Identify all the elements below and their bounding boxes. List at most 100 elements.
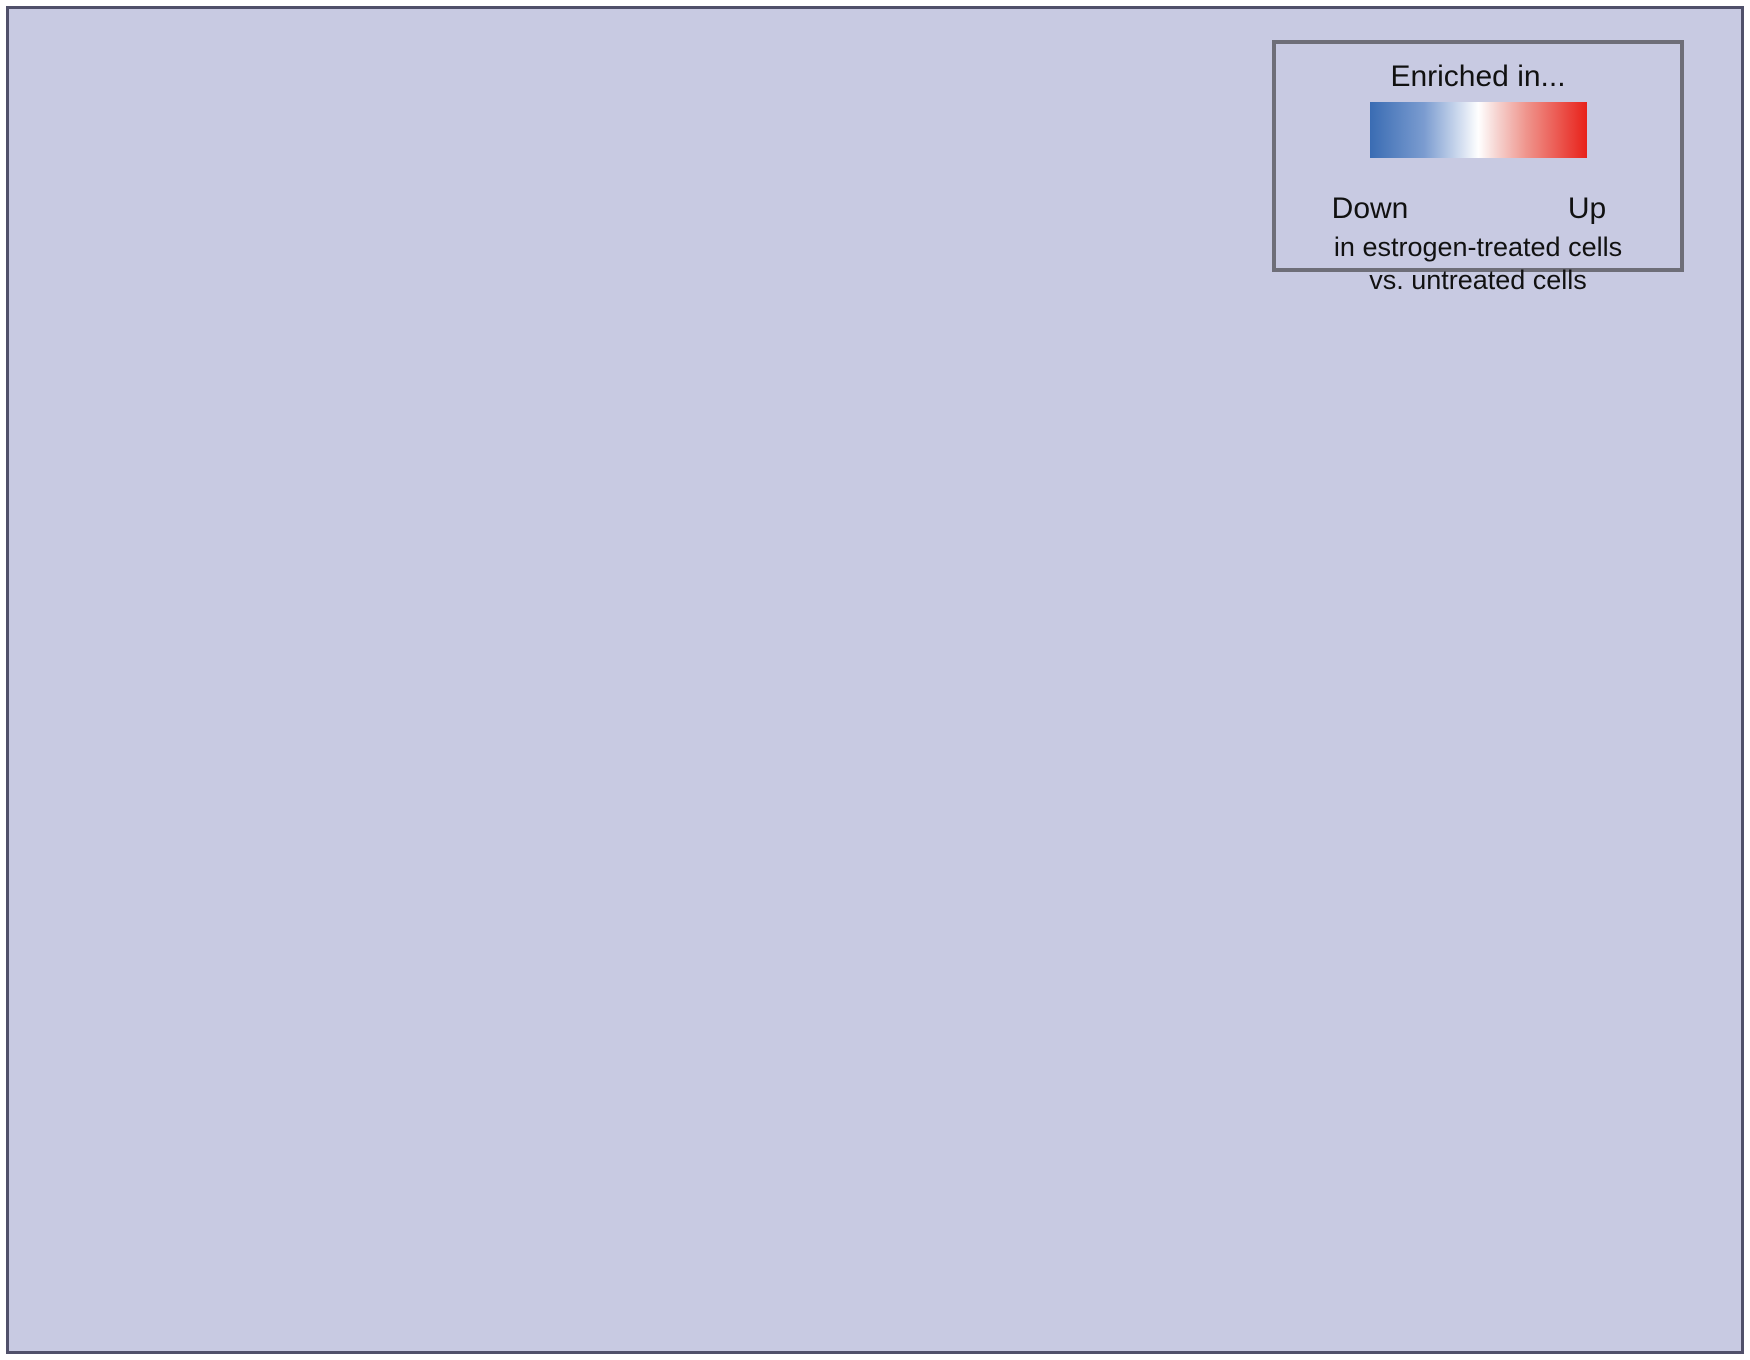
network-node — [542, 735, 562, 755]
network-node — [650, 120, 680, 150]
cluster-label: Cytoskeleton — [1475, 792, 1648, 825]
network-node — [803, 956, 835, 988]
network-node — [142, 980, 162, 1000]
cluster-ellipse — [871, 158, 1087, 282]
cluster-ellipse — [1094, 449, 1246, 605]
network-node — [446, 947, 468, 969]
network-node — [647, 444, 683, 480]
network-node — [197, 863, 237, 903]
network-node — [1382, 480, 1400, 498]
network-node — [711, 947, 729, 965]
network-node — [1253, 1015, 1273, 1035]
network-node — [350, 915, 370, 935]
network-node — [1189, 555, 1213, 579]
cluster-ellipse — [128, 987, 398, 1297]
network-node — [1273, 948, 1291, 966]
network-node — [668, 314, 696, 342]
cluster-label: Folding — [99, 112, 197, 145]
network-node — [1109, 529, 1135, 555]
network-node — [548, 889, 566, 907]
network-node — [128, 896, 162, 930]
network-node — [1253, 968, 1273, 988]
legend-color-gradient — [1370, 102, 1587, 158]
network-node — [323, 998, 343, 1018]
network-node — [912, 261, 930, 279]
network-node — [639, 202, 657, 220]
network-node — [654, 384, 682, 412]
network-node — [989, 559, 1011, 581]
network-node — [1250, 1073, 1270, 1093]
network-node — [1350, 1130, 1370, 1150]
network-node — [316, 764, 338, 786]
network-node — [410, 1025, 430, 1045]
network-node — [415, 188, 445, 218]
network-node — [223, 1179, 249, 1205]
cluster-label: Transport — [1329, 411, 1457, 444]
network-node — [1330, 1162, 1350, 1182]
network-node — [327, 203, 367, 243]
network-node — [139, 225, 165, 251]
network-node — [404, 132, 430, 158]
cluster-label: Junctions — [1101, 412, 1228, 445]
network-node — [1262, 1117, 1282, 1137]
cluster-label: Metabolism — [230, 482, 383, 515]
legend-caption-line2: vs. untreated cells — [1369, 265, 1587, 295]
network-node — [400, 945, 424, 969]
cluster-label: Transcription — [579, 1070, 751, 1103]
network-node — [646, 731, 698, 783]
network-node — [1227, 1101, 1249, 1123]
network-node — [746, 545, 766, 565]
cluster-label: Cofactor — [906, 79, 1019, 112]
network-node — [681, 348, 709, 376]
network-node — [1001, 861, 1049, 909]
network-node — [1513, 1000, 1543, 1030]
network-node — [1291, 1086, 1313, 1108]
cluster-label: Splicing — [77, 804, 182, 837]
cluster-label: Processing — [349, 1278, 497, 1311]
network-node — [1287, 1145, 1307, 1165]
network-node — [724, 432, 750, 458]
network-node — [1271, 988, 1289, 1006]
network-node — [216, 913, 244, 941]
network-node — [1425, 978, 1439, 992]
network-node — [383, 883, 411, 911]
network-node — [1501, 942, 1543, 984]
network-node — [367, 1025, 387, 1045]
network-node — [663, 868, 687, 892]
network-node — [173, 915, 203, 945]
network-node — [1490, 900, 1514, 924]
network-node — [1242, 942, 1264, 964]
network-node — [328, 1064, 346, 1082]
network-node — [405, 781, 429, 805]
network-node — [356, 962, 378, 984]
network-node — [1605, 988, 1629, 1012]
network-node — [684, 425, 710, 451]
network-node — [389, 284, 411, 306]
network-node — [1315, 1120, 1335, 1140]
network-node — [368, 846, 386, 864]
cluster-label: Protein Degradation — [1167, 1268, 1434, 1301]
network-node — [756, 932, 776, 952]
cluster-label: Tight — [1130, 373, 1196, 406]
network-node — [279, 921, 331, 973]
network-node — [1073, 786, 1091, 804]
legend-down-label: Down — [1331, 192, 1409, 225]
network-node — [945, 822, 981, 858]
network-node — [1234, 991, 1256, 1013]
network-node — [1317, 1035, 1347, 1065]
cluster-label: Cell Cycle — [1250, 846, 1385, 879]
legend-caption-line1: in estrogen-treated cells — [1333, 232, 1623, 262]
network-node — [386, 241, 408, 263]
network-node — [912, 204, 930, 222]
network-node — [401, 1072, 433, 1104]
network-node — [1256, 909, 1278, 931]
network-node — [592, 577, 632, 617]
network-node — [347, 277, 369, 299]
network-node — [714, 840, 732, 858]
cluster-label: Ubiquitin-dependent — [1163, 1224, 1432, 1257]
legend-box: Enriched in... Down Up in estrogen-treat… — [1272, 40, 1684, 295]
network-node — [721, 131, 745, 155]
network-node — [684, 567, 702, 585]
network-node — [407, 332, 439, 364]
